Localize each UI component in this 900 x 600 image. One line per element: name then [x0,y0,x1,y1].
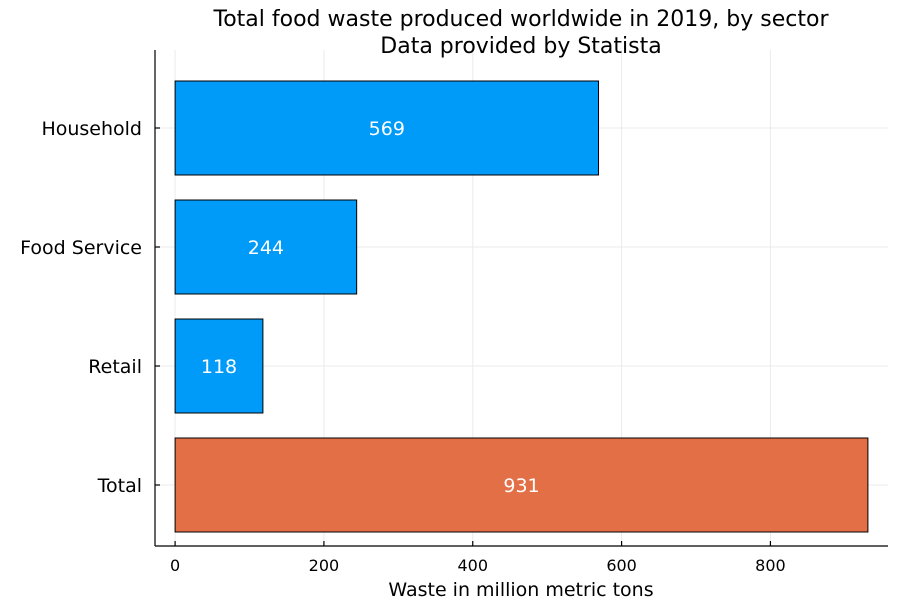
bar-household [174,80,600,176]
x-axis-label: Waste in million metric tons [388,579,653,600]
chart-subtitle: Data provided by Statista [380,34,661,59]
data-label: 118 [201,356,237,378]
category-labels: Household Food Service Retail Total [20,118,142,497]
x-tick-label: 400 [457,556,488,575]
bar-food-service [174,199,358,295]
data-label: 569 [369,118,405,140]
data-label: 244 [248,237,284,259]
category-label: Retail [88,356,142,378]
x-tick-label: 600 [606,556,637,575]
bar-total [174,437,869,533]
x-tick-label: 800 [755,556,786,575]
bar-retail [174,318,264,414]
chart-title: Total food waste produced worldwide in 2… [213,7,830,32]
axes [154,50,888,547]
x-ticks: 0 200 400 600 800 [155,127,786,575]
category-label: Total [97,475,142,497]
category-label: Household [41,118,142,140]
data-labels: 569 244 118 931 [201,118,540,497]
x-tick-label: 0 [170,556,180,575]
x-tick-label: 200 [309,556,340,575]
data-label: 931 [503,475,539,497]
category-label: Food Service [20,237,142,259]
bars [174,80,869,533]
